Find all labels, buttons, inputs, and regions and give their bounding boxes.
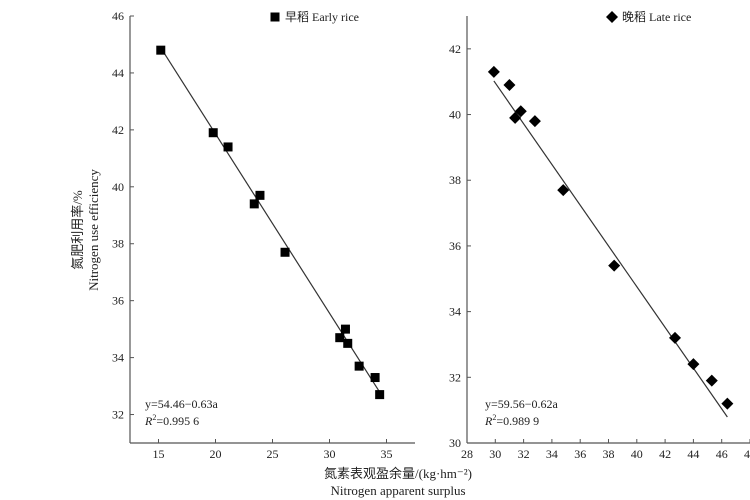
x-tick-label: 40 <box>631 447 643 461</box>
legend-label: 晚稻 Late rice <box>622 10 691 24</box>
x-tick-label: 42 <box>659 447 671 461</box>
data-point-square <box>156 45 166 55</box>
y-axis-label-en: Nitrogen use efficiency <box>86 169 101 291</box>
data-point-diamond <box>557 184 570 197</box>
y-tick-label: 40 <box>112 180 124 194</box>
y-tick-label: 34 <box>449 305 461 319</box>
data-point-square <box>249 199 259 209</box>
x-tick-label: 28 <box>461 447 473 461</box>
y-tick-label: 38 <box>449 173 461 187</box>
data-point-diamond <box>705 374 718 387</box>
y-tick-label: 32 <box>112 408 124 422</box>
legend-marker-diamond <box>606 11 618 23</box>
r-squared-exponent: 2 <box>152 413 156 422</box>
data-point-diamond <box>721 397 734 410</box>
data-point-square <box>208 128 218 138</box>
data-point-diamond <box>514 105 527 118</box>
data-point-square <box>255 190 265 200</box>
r-squared-value: =0.995 6 <box>156 414 199 428</box>
y-tick-label: 32 <box>449 370 461 384</box>
x-tick-label: 35 <box>381 447 393 461</box>
x-tick-label: 48 <box>744 447 750 461</box>
legend-marker-square <box>270 12 280 22</box>
r-squared-value: =0.989 9 <box>496 414 539 428</box>
regression-line <box>493 80 728 418</box>
r-squared-symbol: R <box>484 414 493 428</box>
x-tick-label: 20 <box>210 447 222 461</box>
y-tick-label: 44 <box>112 66 124 80</box>
x-axis-label-cn: 氮素表观盈余量/(kg·hm⁻²) <box>324 466 472 481</box>
y-tick-label: 34 <box>112 351 124 365</box>
r-squared-exponent: 2 <box>492 413 496 422</box>
data-point-square <box>343 338 353 348</box>
regression-equation: y=54.46−0.63a <box>145 397 219 411</box>
y-tick-label: 42 <box>449 42 461 56</box>
x-tick-label: 25 <box>267 447 279 461</box>
x-tick-label: 30 <box>489 447 501 461</box>
legend-label: 早稻 Early rice <box>285 10 359 24</box>
data-point-square <box>335 333 345 343</box>
y-tick-label: 36 <box>112 294 124 308</box>
x-tick-label: 36 <box>574 447 586 461</box>
x-tick-label: 44 <box>687 447 699 461</box>
x-axis-label-en: Nitrogen apparent surplus <box>330 483 465 498</box>
x-tick-label: 38 <box>603 447 615 461</box>
y-tick-label: 40 <box>449 108 461 122</box>
data-point-diamond <box>509 111 522 124</box>
r-squared-label: R2=0.989 9 <box>484 413 539 428</box>
data-point-square <box>370 373 380 383</box>
y-tick-label: 30 <box>449 436 461 450</box>
data-point-diamond <box>687 358 700 371</box>
y-tick-label: 46 <box>112 9 124 23</box>
early-rice-panel: 32 34 36 38 40 42 44 46 15 20 25 30 35 早稻 Early rice y… <box>112 9 415 461</box>
data-point-diamond <box>487 65 500 78</box>
data-point-square <box>280 247 290 257</box>
data-point-diamond <box>528 115 541 128</box>
data-point-square <box>340 324 350 334</box>
data-point-square <box>375 390 385 400</box>
data-point-diamond <box>669 331 682 344</box>
data-point-diamond <box>503 78 516 91</box>
y-tick-label: 36 <box>449 239 461 253</box>
late-rice-panel: 303234363840422830323436384042444648晚稻 L… <box>449 10 750 461</box>
r-squared-symbol: R <box>144 414 153 428</box>
x-tick-label: 34 <box>546 447 558 461</box>
x-tick-label: 15 <box>153 447 165 461</box>
regression-equation: y=59.56−0.62a <box>485 397 559 411</box>
r-squared-label: R2=0.995 6 <box>144 413 199 428</box>
data-point-square <box>223 142 233 152</box>
x-tick-label: 32 <box>518 447 530 461</box>
x-tick-label: 30 <box>324 447 336 461</box>
data-point-square <box>354 361 364 371</box>
y-tick-label: 38 <box>112 237 124 251</box>
x-tick-label: 46 <box>716 447 728 461</box>
data-point-diamond <box>608 259 621 272</box>
y-tick-label: 42 <box>112 123 124 137</box>
y-axis-label-cn: 氮肥利用率/% <box>70 190 85 270</box>
